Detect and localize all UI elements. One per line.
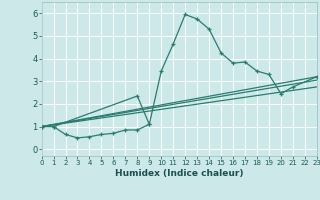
X-axis label: Humidex (Indice chaleur): Humidex (Indice chaleur) bbox=[115, 169, 244, 178]
